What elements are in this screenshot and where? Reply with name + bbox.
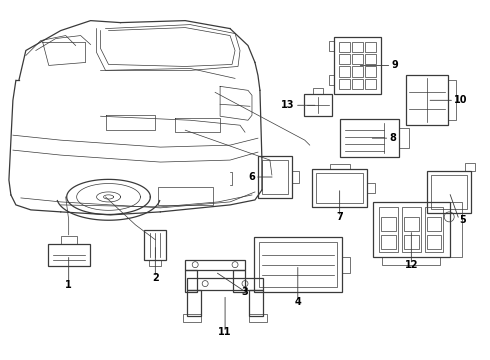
Bar bbox=[312, 169, 367, 207]
Bar bbox=[233, 270, 245, 292]
Bar bbox=[183, 315, 201, 323]
Bar bbox=[48, 244, 90, 266]
Bar bbox=[465, 163, 475, 171]
Bar bbox=[382, 235, 396, 249]
Bar bbox=[352, 41, 363, 52]
Bar bbox=[249, 289, 263, 316]
Text: 4: 4 bbox=[294, 297, 301, 306]
Text: 2: 2 bbox=[152, 273, 159, 283]
Bar bbox=[339, 79, 350, 89]
Bar bbox=[379, 207, 398, 252]
Bar bbox=[339, 67, 350, 77]
Bar bbox=[427, 217, 441, 231]
Bar bbox=[262, 160, 288, 194]
Text: 10: 10 bbox=[454, 95, 467, 105]
Bar bbox=[149, 260, 161, 266]
Text: 8: 8 bbox=[390, 133, 396, 143]
Bar bbox=[383, 257, 440, 265]
Bar bbox=[330, 164, 349, 169]
Bar bbox=[450, 202, 462, 257]
Bar bbox=[382, 217, 396, 231]
Bar bbox=[427, 235, 441, 249]
Text: 3: 3 bbox=[242, 287, 248, 297]
Bar bbox=[352, 67, 363, 77]
Bar bbox=[342, 257, 349, 273]
Bar bbox=[372, 202, 450, 257]
Bar bbox=[365, 54, 376, 64]
Bar bbox=[259, 242, 337, 287]
Bar bbox=[352, 54, 363, 64]
Bar bbox=[406, 75, 448, 125]
Bar bbox=[249, 315, 267, 323]
Bar bbox=[329, 75, 334, 85]
Bar bbox=[431, 175, 467, 209]
Bar bbox=[365, 41, 376, 52]
Text: 5: 5 bbox=[459, 215, 466, 225]
Bar bbox=[404, 235, 418, 249]
Text: 13: 13 bbox=[281, 100, 295, 110]
Bar bbox=[313, 88, 323, 94]
Bar bbox=[425, 207, 443, 252]
Bar bbox=[329, 41, 334, 51]
Bar bbox=[352, 79, 363, 89]
Bar bbox=[292, 171, 299, 183]
Bar bbox=[185, 270, 197, 292]
Bar bbox=[316, 173, 363, 203]
Text: 1: 1 bbox=[65, 280, 72, 289]
Bar bbox=[145, 230, 166, 260]
Bar bbox=[158, 187, 213, 205]
Text: 12: 12 bbox=[405, 260, 418, 270]
Bar bbox=[367, 183, 375, 193]
Text: 11: 11 bbox=[219, 327, 232, 337]
Bar bbox=[334, 37, 382, 94]
Bar bbox=[304, 94, 332, 116]
Bar bbox=[427, 171, 471, 213]
Text: 6: 6 bbox=[248, 172, 255, 182]
Bar bbox=[61, 236, 76, 244]
Bar bbox=[448, 80, 456, 120]
Bar bbox=[254, 237, 342, 292]
Bar bbox=[339, 41, 350, 52]
Text: 9: 9 bbox=[392, 60, 398, 71]
Bar bbox=[340, 119, 399, 157]
Bar bbox=[365, 79, 376, 89]
Bar bbox=[399, 128, 409, 148]
Bar bbox=[402, 207, 420, 252]
Bar bbox=[187, 289, 201, 316]
Bar bbox=[365, 67, 376, 77]
Bar bbox=[258, 156, 292, 198]
Text: 7: 7 bbox=[336, 212, 343, 222]
Bar bbox=[339, 54, 350, 64]
Bar bbox=[187, 278, 263, 289]
Bar bbox=[185, 260, 245, 270]
Bar bbox=[404, 217, 418, 231]
